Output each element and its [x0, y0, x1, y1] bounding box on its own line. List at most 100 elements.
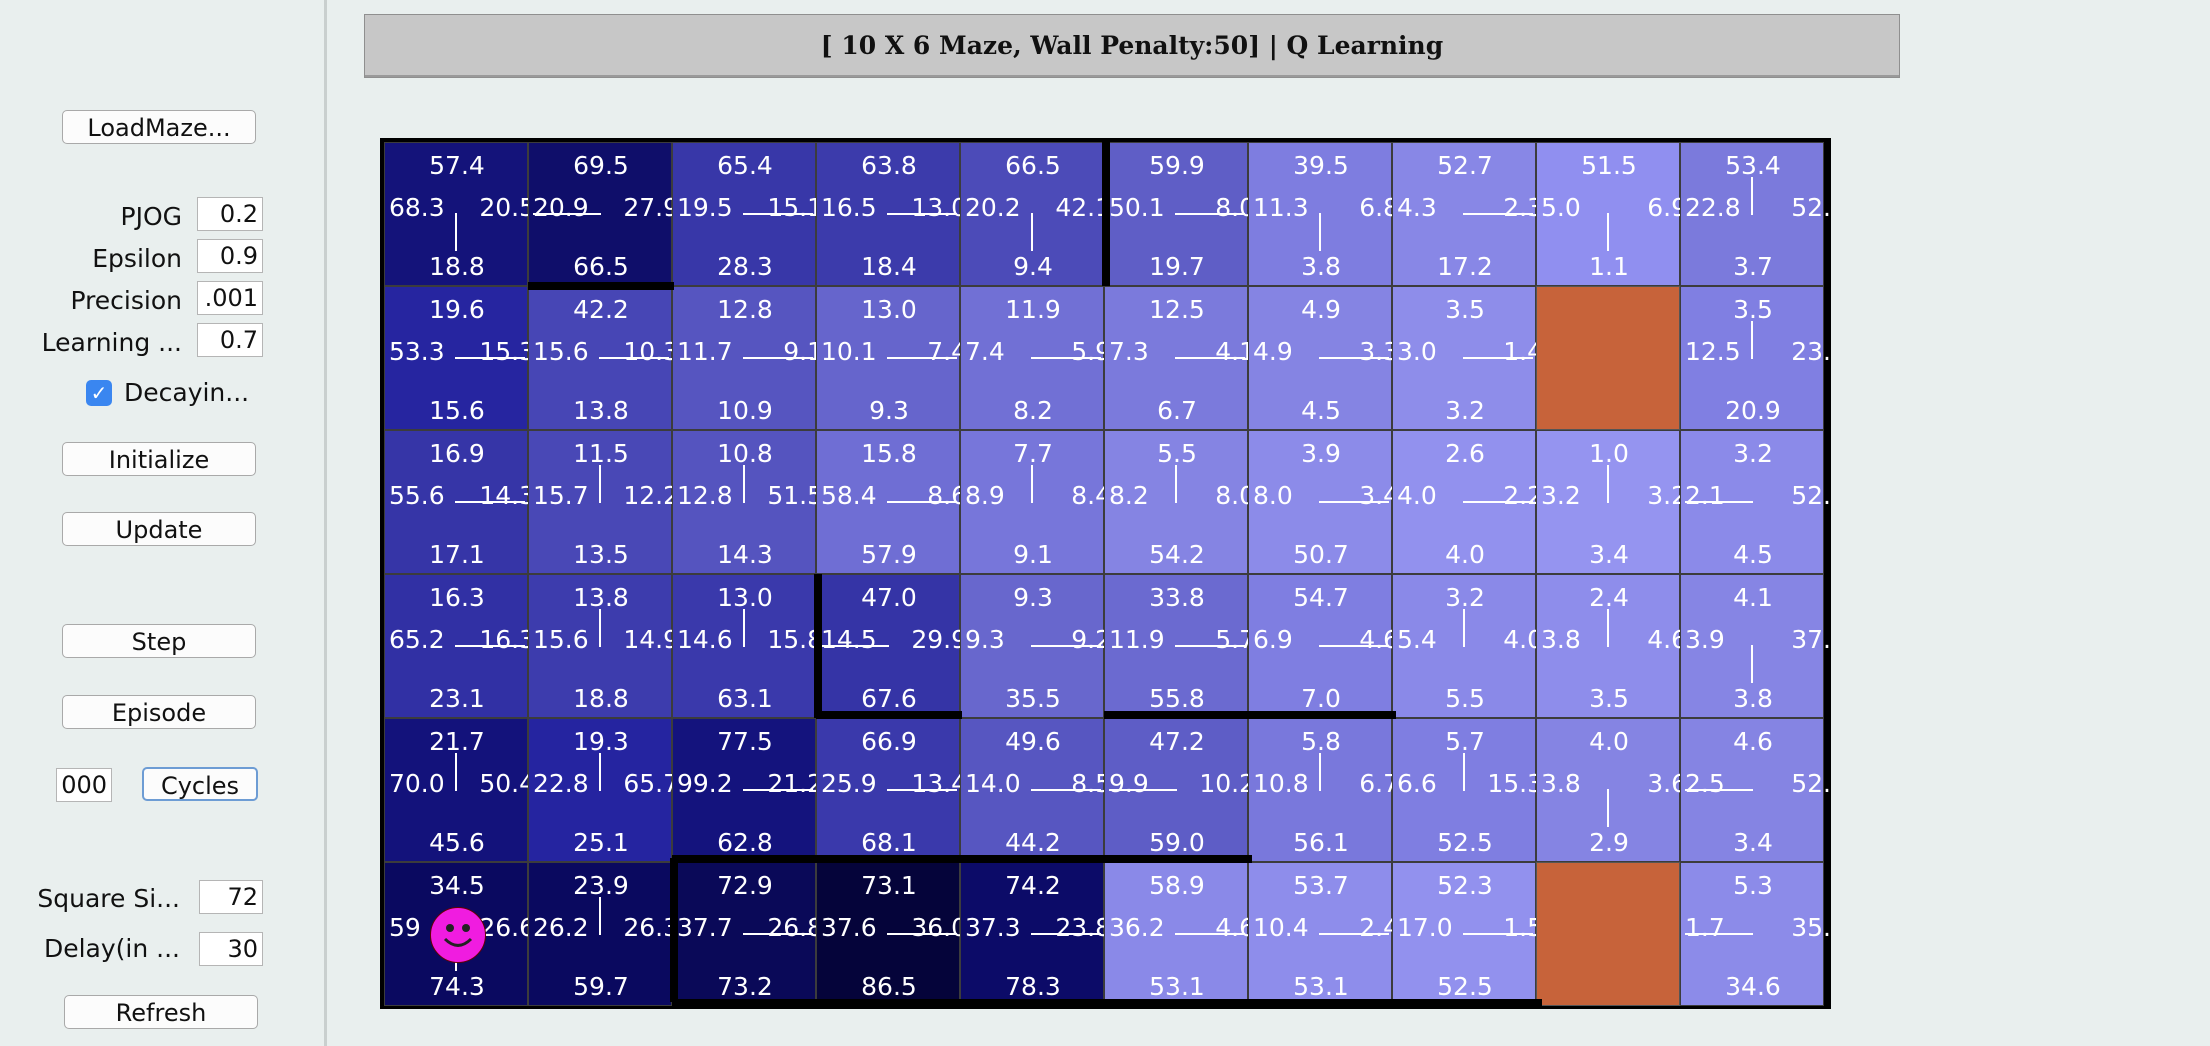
- q-value-w: 12.5: [1685, 337, 1741, 366]
- maze-cell-blocked: [1536, 286, 1680, 430]
- load-maze-button[interactable]: LoadMaze...: [62, 110, 256, 144]
- q-value-n: 59.9: [1149, 151, 1205, 180]
- q-value-w: 10.4: [1253, 913, 1309, 942]
- q-value-n: 19.6: [429, 295, 485, 324]
- refresh-button[interactable]: Refresh: [64, 995, 258, 1029]
- q-value-n: 10.8: [717, 439, 773, 468]
- q-value-s: 53.1: [1149, 972, 1205, 1001]
- control-panel: LoadMaze... PJOG 0.2 Epsilon 0.9 Precisi…: [0, 0, 322, 1046]
- cycles-count-input[interactable]: 000: [56, 768, 112, 802]
- policy-arrow-line: [1685, 501, 1753, 503]
- q-value-w: 6.6: [1397, 769, 1437, 798]
- policy-arrow-line: [1607, 789, 1609, 827]
- square-size-input[interactable]: 72: [199, 880, 263, 914]
- q-value-s: 55.8: [1149, 684, 1205, 713]
- q-value-s: 8.2: [1013, 396, 1053, 425]
- policy-arrow-line: [1607, 609, 1609, 647]
- maze-cell: 5.7 6.6 15.3 52.5: [1392, 718, 1543, 862]
- learning-rate-input[interactable]: 0.7: [197, 323, 263, 357]
- q-value-n: 54.7: [1293, 583, 1349, 612]
- q-value-e: 52.: [1791, 769, 1831, 798]
- q-value-w: 3.8: [1541, 769, 1581, 798]
- pjog-input[interactable]: 0.2: [197, 197, 263, 231]
- decaying-checkbox[interactable]: ✓: [86, 380, 112, 406]
- agent-smiley-icon: [430, 907, 486, 963]
- policy-arrow-line: [1751, 177, 1753, 215]
- maze-cell: 10.8 12.8 51.5 14.3: [672, 430, 823, 574]
- q-value-w: 4.9: [1253, 337, 1293, 366]
- maze-cell: 11.9 7.4 5.9 8.2: [960, 286, 1111, 430]
- q-value-w: 4.0: [1397, 481, 1437, 510]
- maze-wall: [528, 282, 674, 290]
- q-value-s: 63.1: [717, 684, 773, 713]
- precision-input[interactable]: .001: [197, 281, 263, 315]
- cycles-button[interactable]: Cycles: [142, 767, 258, 801]
- maze-cell: 63.8 16.5 13.0 18.4: [816, 142, 967, 286]
- maze-cell: 57.4 68.3 20.5 18.8: [384, 142, 535, 286]
- q-value-e: 52.: [1791, 193, 1831, 222]
- policy-arrow-line: [743, 789, 813, 791]
- q-value-w: 12.8: [677, 481, 733, 510]
- q-value-e: 15.3: [1487, 769, 1543, 798]
- q-value-s: 25.1: [573, 828, 629, 857]
- update-button[interactable]: Update: [62, 512, 256, 546]
- policy-arrow-line: [455, 501, 525, 503]
- square-size-label: Square Si...: [37, 884, 180, 913]
- episode-button[interactable]: Episode: [62, 695, 256, 729]
- q-value-s: 15.6: [429, 396, 485, 425]
- epsilon-input[interactable]: 0.9: [197, 239, 263, 273]
- policy-arrow-line: [1175, 213, 1245, 215]
- q-value-w: 10.8: [1253, 769, 1309, 798]
- q-value-e: 13.4: [911, 769, 967, 798]
- q-value-n: 13.0: [861, 295, 917, 324]
- q-value-e: 15.1: [767, 193, 823, 222]
- maze-cell: 47.2 9.9 10.2 59.0: [1104, 718, 1255, 862]
- policy-arrow-line: [1751, 645, 1753, 683]
- q-value-w: 15.7: [533, 481, 589, 510]
- q-value-n: 47.2: [1149, 727, 1205, 756]
- q-value-s: 18.8: [573, 684, 629, 713]
- q-value-s: 54.2: [1149, 540, 1205, 569]
- q-value-n: 12.8: [717, 295, 773, 324]
- q-value-w: 99.2: [677, 769, 733, 798]
- q-value-n: 4.1: [1733, 583, 1773, 612]
- maze-cell: 4.0 3.8 3.6 2.9: [1536, 718, 1687, 862]
- policy-arrow-line: [1031, 933, 1101, 935]
- policy-arrow-line: [1319, 357, 1389, 359]
- maze-wall: [816, 711, 962, 719]
- q-value-w: 50.1: [1109, 193, 1165, 222]
- q-value-w: 20.2: [965, 193, 1021, 222]
- maze-cell-blocked: [1536, 862, 1680, 1006]
- maze-cell: 5.5 8.2 8.0 54.2: [1104, 430, 1255, 574]
- maze-cell: 3.2 5.4 4.0 5.5: [1392, 574, 1543, 718]
- q-value-w: 22.8: [1685, 193, 1741, 222]
- q-value-n: 57.4: [429, 151, 485, 180]
- q-value-e: 10.3: [623, 337, 679, 366]
- q-value-w: 14.0: [965, 769, 1021, 798]
- policy-arrow-line: [887, 357, 957, 359]
- delay-input[interactable]: 30: [199, 932, 263, 966]
- q-value-w: 3.2: [1541, 481, 1581, 510]
- q-value-n: 51.5: [1581, 151, 1637, 180]
- q-value-n: 5.8: [1301, 727, 1341, 756]
- maze-cell: 3.2 2.1 52. 4.5: [1680, 430, 1831, 574]
- maze-cell: 19.6 53.3 15.3 15.6: [384, 286, 535, 430]
- q-value-e: 50.4: [479, 769, 535, 798]
- policy-arrow-line: [1463, 933, 1533, 935]
- q-value-n: 5.7: [1445, 727, 1485, 756]
- q-value-w: 4.3: [1397, 193, 1437, 222]
- step-button[interactable]: Step: [62, 624, 256, 658]
- q-value-w: 36.2: [1109, 913, 1165, 942]
- q-value-w: 7.3: [1109, 337, 1149, 366]
- maze-cell: 39.5 11.3 6.8 3.8: [1248, 142, 1399, 286]
- maze-cell: 49.6 14.0 8.5 44.2: [960, 718, 1111, 862]
- q-value-s: 14.3: [717, 540, 773, 569]
- maze-cell: 19.3 22.8 65.7 25.1: [528, 718, 679, 862]
- policy-arrow-line: [1175, 357, 1245, 359]
- initialize-button[interactable]: Initialize: [62, 442, 256, 476]
- maze-cell: 4.9 4.9 3.3 4.5: [1248, 286, 1399, 430]
- policy-arrow-line: [743, 933, 813, 935]
- delay-label: Delay(in ...: [43, 934, 180, 963]
- q-value-n: 3.5: [1733, 295, 1773, 324]
- q-value-s: 3.7: [1733, 252, 1773, 281]
